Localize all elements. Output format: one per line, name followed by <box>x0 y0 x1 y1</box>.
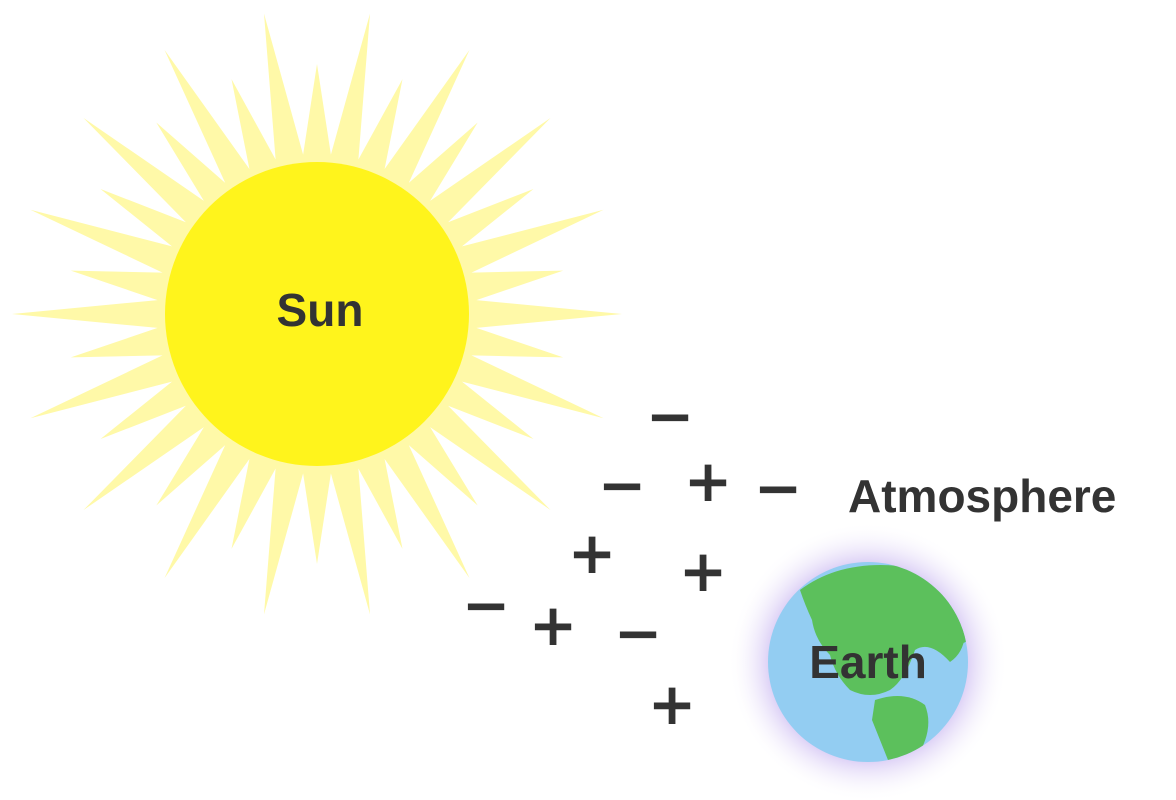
charge: − <box>614 599 663 667</box>
charge: + <box>679 537 728 605</box>
charge: − <box>646 382 695 450</box>
charge: + <box>648 670 697 738</box>
charge: + <box>529 591 578 659</box>
diagram: Sun Earth Atmosphere −−+−++−+−+ <box>0 0 1176 800</box>
charge: + <box>568 519 617 587</box>
charge: + <box>684 447 733 515</box>
charge: − <box>754 454 803 522</box>
sun-label: Sun <box>277 284 364 336</box>
page: Sun Earth Atmosphere −−+−++−+−+ (() => {… <box>0 0 1176 800</box>
earth-label: Earth <box>809 636 927 688</box>
charge: − <box>462 571 511 639</box>
charge: − <box>598 451 647 519</box>
atmosphere-label: Atmosphere <box>848 470 1116 522</box>
